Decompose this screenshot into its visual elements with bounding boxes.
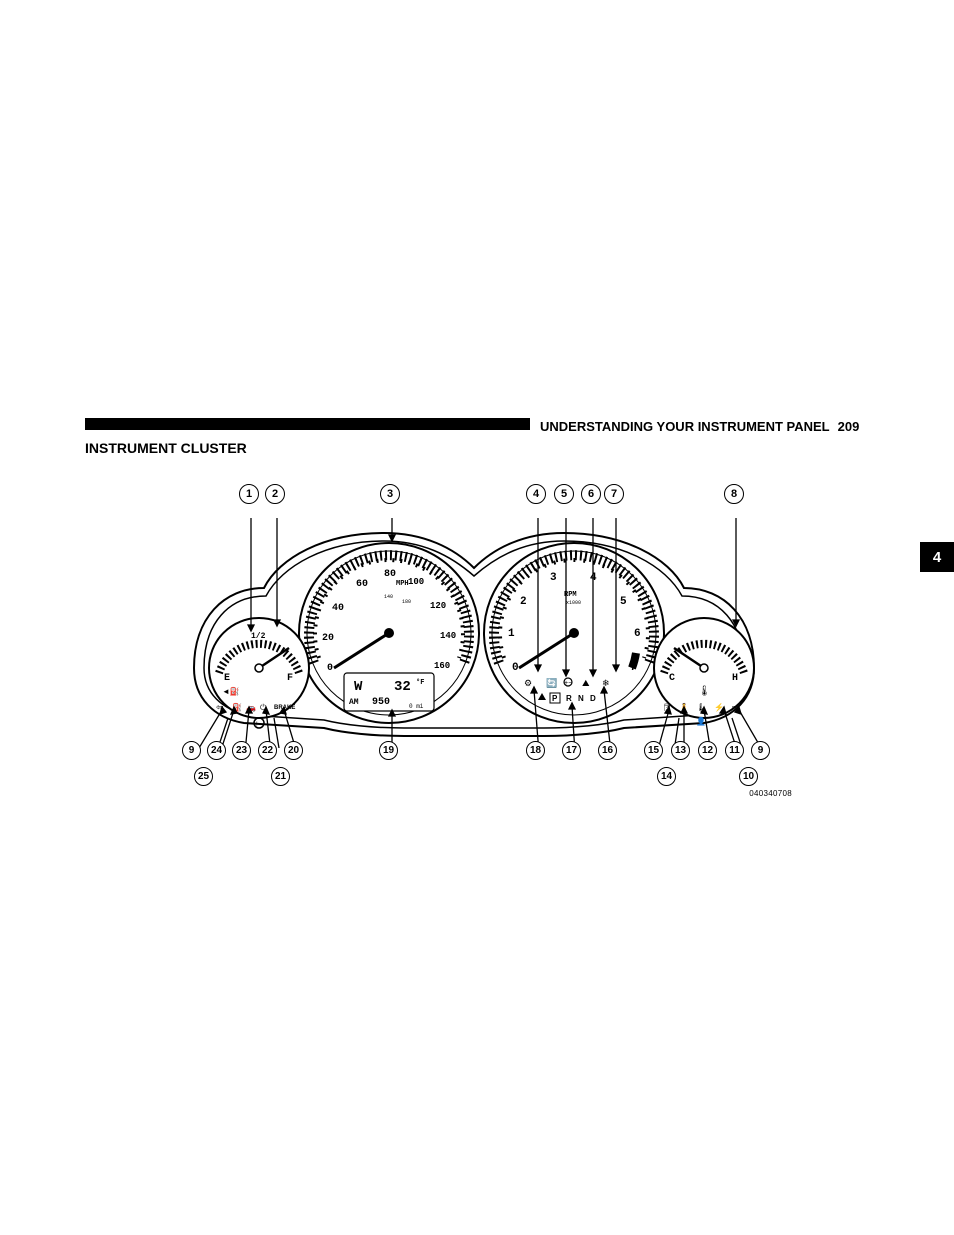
- callout-4: 4: [526, 484, 546, 504]
- callout-15: 15: [644, 741, 663, 760]
- callout-24: 24: [207, 741, 226, 760]
- svg-text:1: 1: [508, 628, 515, 640]
- svg-text:2: 2: [520, 596, 527, 608]
- chapter-title: UNDERSTANDING YOUR INSTRUMENT PANEL: [540, 419, 830, 434]
- callout-11: 11: [725, 741, 744, 760]
- tachometer-gauge: 0 1 2 3 4 5 6 7 RPM x1000 ⚙ 🔄 +− ⛰ ❄: [484, 543, 664, 723]
- svg-text:E: E: [224, 673, 230, 684]
- svg-text:80: 80: [384, 569, 396, 580]
- svg-text:+−: +−: [564, 680, 572, 687]
- svg-text:3: 3: [550, 572, 557, 584]
- svg-text:H: H: [732, 673, 738, 684]
- page-number: 209: [838, 419, 860, 434]
- callout-8: 8: [724, 484, 744, 504]
- svg-text:P: P: [552, 694, 558, 703]
- svg-text:140: 140: [384, 594, 393, 600]
- svg-text:👤: 👤: [696, 716, 706, 726]
- svg-text:◄⛽: ◄⛽: [222, 686, 240, 696]
- section-title: INSTRUMENT CLUSTER: [85, 440, 885, 456]
- svg-text:40: 40: [332, 603, 344, 614]
- svg-text:140: 140: [440, 631, 456, 641]
- callout-16: 16: [598, 741, 617, 760]
- chapter-tab-number: 4: [933, 549, 941, 566]
- cluster-housing: 0 20 40 60 80 100 120 140 160 MPH 140 18…: [184, 518, 784, 748]
- svg-text:AM: AM: [349, 698, 359, 707]
- svg-text:100: 100: [408, 577, 424, 587]
- svg-text:🔄: 🔄: [546, 677, 557, 688]
- callout-6: 6: [581, 484, 601, 504]
- svg-text:60: 60: [356, 579, 368, 590]
- callout-25: 25: [194, 767, 213, 786]
- callout-20: 20: [284, 741, 303, 760]
- svg-text:°F: °F: [416, 678, 424, 687]
- svg-text:160: 160: [434, 661, 450, 671]
- callout-13: 13: [671, 741, 690, 760]
- svg-text:180: 180: [402, 599, 411, 605]
- callout-12: 12: [698, 741, 717, 760]
- svg-text:F: F: [287, 673, 293, 684]
- svg-text:C: C: [669, 673, 675, 684]
- callout-5: 5: [554, 484, 574, 504]
- svg-text:20: 20: [322, 633, 334, 644]
- image-reference-id: 040340708: [749, 789, 792, 798]
- svg-text:❄: ❄: [602, 678, 610, 688]
- callout-9: 9: [182, 741, 201, 760]
- callout-10: 10: [739, 767, 758, 786]
- speedometer-gauge: 0 20 40 60 80 100 120 140 160 MPH 140 18…: [299, 543, 479, 723]
- svg-text:⛰: ⛰: [582, 678, 590, 688]
- callout-18: 18: [526, 741, 545, 760]
- svg-text:D: D: [590, 694, 596, 703]
- callout-2: 2: [265, 484, 285, 504]
- callout-1: 1: [239, 484, 259, 504]
- callout-17: 17: [562, 741, 581, 760]
- svg-text:950: 950: [372, 697, 390, 708]
- callout-22: 22: [258, 741, 277, 760]
- header-rule: [85, 418, 530, 430]
- svg-text:🌡: 🌡: [698, 685, 711, 697]
- svg-text:0 mi: 0 mi: [409, 703, 424, 710]
- callout-3: 3: [380, 484, 400, 504]
- svg-text:N: N: [578, 694, 584, 703]
- svg-text:W: W: [354, 679, 363, 695]
- svg-text:0: 0: [512, 662, 519, 674]
- svg-text:32: 32: [394, 679, 411, 695]
- svg-text:R: R: [566, 694, 572, 703]
- chapter-tab: 4: [920, 542, 954, 572]
- callout-23: 23: [232, 741, 251, 760]
- page-content: UNDERSTANDING YOUR INSTRUMENT PANEL 209 …: [85, 418, 885, 456]
- svg-text:x1000: x1000: [566, 600, 581, 606]
- svg-text:0: 0: [327, 663, 333, 674]
- svg-text:MPH: MPH: [396, 580, 409, 588]
- svg-text:5: 5: [620, 596, 627, 608]
- callout-21: 21: [271, 767, 290, 786]
- instrument-cluster-diagram: 0 20 40 60 80 100 120 140 160 MPH 140 18…: [174, 478, 804, 798]
- callout-7: 7: [604, 484, 624, 504]
- svg-text:6: 6: [634, 628, 641, 640]
- header-row: UNDERSTANDING YOUR INSTRUMENT PANEL 209: [85, 418, 885, 434]
- callout-9: 9: [751, 741, 770, 760]
- svg-text:120: 120: [430, 601, 446, 611]
- svg-text:1/2: 1/2: [251, 632, 266, 641]
- callout-19: 19: [379, 741, 398, 760]
- callout-14: 14: [657, 767, 676, 786]
- svg-text:⚙: ⚙: [524, 678, 532, 688]
